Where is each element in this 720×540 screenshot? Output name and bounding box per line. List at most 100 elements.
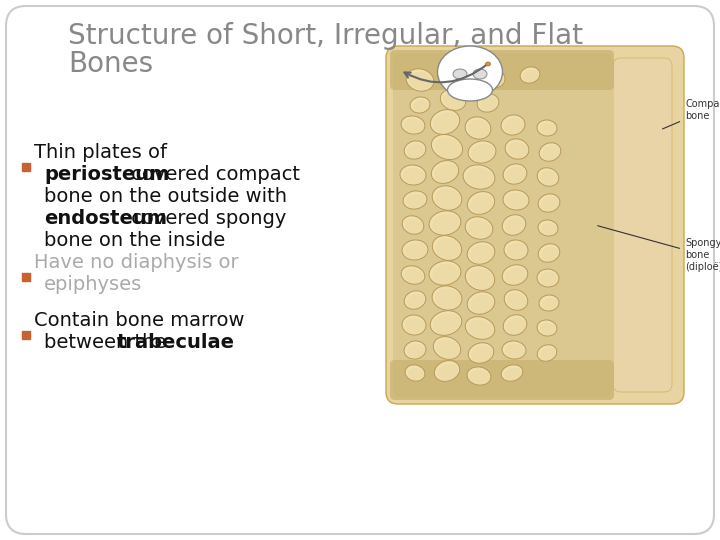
Ellipse shape	[465, 316, 495, 339]
Ellipse shape	[540, 171, 558, 185]
Text: periosteum: periosteum	[44, 165, 169, 184]
Ellipse shape	[434, 138, 462, 159]
Ellipse shape	[473, 69, 487, 79]
Text: Contain bone marrow: Contain bone marrow	[34, 311, 245, 330]
Ellipse shape	[435, 289, 461, 309]
Ellipse shape	[502, 265, 528, 285]
Text: endosteum: endosteum	[44, 209, 167, 228]
Ellipse shape	[405, 318, 425, 334]
Ellipse shape	[537, 168, 559, 186]
Ellipse shape	[431, 110, 459, 134]
Ellipse shape	[541, 197, 559, 211]
Ellipse shape	[453, 69, 467, 79]
Text: -covered spongy: -covered spongy	[124, 209, 287, 228]
Text: Structure of Short, Irregular, and Flat: Structure of Short, Irregular, and Flat	[68, 22, 583, 50]
Text: Spongy
bone
(diploë): Spongy bone (diploë)	[598, 226, 720, 272]
Ellipse shape	[467, 192, 495, 214]
Ellipse shape	[507, 293, 527, 309]
Ellipse shape	[538, 220, 558, 236]
Text: Thin plates of: Thin plates of	[34, 143, 167, 162]
Ellipse shape	[482, 71, 504, 87]
Ellipse shape	[542, 298, 558, 310]
Ellipse shape	[408, 294, 425, 308]
Ellipse shape	[436, 239, 461, 259]
Ellipse shape	[444, 63, 466, 81]
Ellipse shape	[466, 168, 494, 188]
Ellipse shape	[448, 79, 492, 101]
Ellipse shape	[431, 134, 462, 159]
Ellipse shape	[401, 266, 425, 284]
Ellipse shape	[465, 217, 492, 239]
Ellipse shape	[432, 264, 460, 284]
Ellipse shape	[432, 214, 460, 234]
Ellipse shape	[468, 141, 496, 163]
Bar	[22, 163, 30, 171]
Ellipse shape	[407, 344, 425, 358]
Ellipse shape	[520, 67, 540, 83]
Ellipse shape	[504, 240, 528, 260]
Ellipse shape	[505, 344, 525, 358]
Text: bone on the outside with: bone on the outside with	[44, 187, 287, 206]
Ellipse shape	[405, 219, 423, 233]
Ellipse shape	[504, 118, 524, 134]
Ellipse shape	[540, 123, 556, 135]
Ellipse shape	[400, 165, 426, 185]
Ellipse shape	[541, 223, 557, 235]
Ellipse shape	[505, 139, 529, 159]
Ellipse shape	[402, 216, 424, 234]
Ellipse shape	[502, 341, 526, 359]
Ellipse shape	[413, 100, 429, 112]
Ellipse shape	[434, 361, 459, 381]
Ellipse shape	[403, 168, 425, 184]
Ellipse shape	[470, 295, 494, 313]
Ellipse shape	[468, 343, 494, 363]
Ellipse shape	[539, 295, 559, 311]
Ellipse shape	[540, 272, 558, 286]
Ellipse shape	[433, 336, 461, 360]
Text: Compact
bone: Compact bone	[662, 99, 720, 129]
Ellipse shape	[471, 346, 492, 362]
Ellipse shape	[523, 70, 539, 82]
Ellipse shape	[429, 211, 461, 235]
Ellipse shape	[506, 318, 526, 334]
Ellipse shape	[441, 90, 466, 110]
Ellipse shape	[437, 363, 459, 380]
Ellipse shape	[433, 314, 461, 334]
Ellipse shape	[468, 268, 494, 289]
Ellipse shape	[409, 72, 433, 90]
Ellipse shape	[537, 320, 557, 336]
Ellipse shape	[436, 340, 459, 359]
Ellipse shape	[540, 323, 556, 335]
Ellipse shape	[468, 320, 494, 339]
Ellipse shape	[467, 242, 495, 264]
Ellipse shape	[470, 370, 490, 384]
Ellipse shape	[401, 116, 425, 134]
Text: epiphyses: epiphyses	[44, 275, 143, 294]
Ellipse shape	[501, 115, 525, 135]
Ellipse shape	[467, 367, 491, 385]
Ellipse shape	[503, 190, 529, 210]
Ellipse shape	[470, 194, 494, 213]
Ellipse shape	[432, 235, 462, 260]
Ellipse shape	[479, 68, 505, 88]
Ellipse shape	[480, 97, 498, 111]
Ellipse shape	[405, 243, 427, 259]
Ellipse shape	[501, 364, 523, 381]
Ellipse shape	[505, 268, 527, 284]
Ellipse shape	[433, 113, 459, 133]
Text: -covered compact: -covered compact	[124, 165, 300, 184]
Ellipse shape	[477, 94, 499, 112]
Ellipse shape	[402, 315, 426, 335]
Ellipse shape	[444, 92, 464, 110]
Ellipse shape	[505, 218, 525, 234]
FancyBboxPatch shape	[393, 53, 612, 397]
Ellipse shape	[408, 368, 424, 380]
Text: bone on the inside: bone on the inside	[44, 231, 225, 250]
Ellipse shape	[404, 291, 426, 309]
Ellipse shape	[404, 119, 424, 133]
Ellipse shape	[402, 240, 428, 260]
Text: trabeculae: trabeculae	[117, 333, 235, 352]
Ellipse shape	[429, 261, 461, 285]
Ellipse shape	[434, 164, 458, 183]
FancyBboxPatch shape	[613, 58, 672, 392]
